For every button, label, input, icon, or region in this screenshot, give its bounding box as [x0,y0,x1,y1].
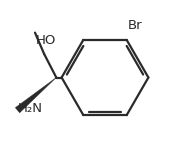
Polygon shape [15,78,56,113]
Text: H₂N: H₂N [18,102,43,115]
Text: Br: Br [128,19,143,32]
Text: HO: HO [36,34,56,47]
